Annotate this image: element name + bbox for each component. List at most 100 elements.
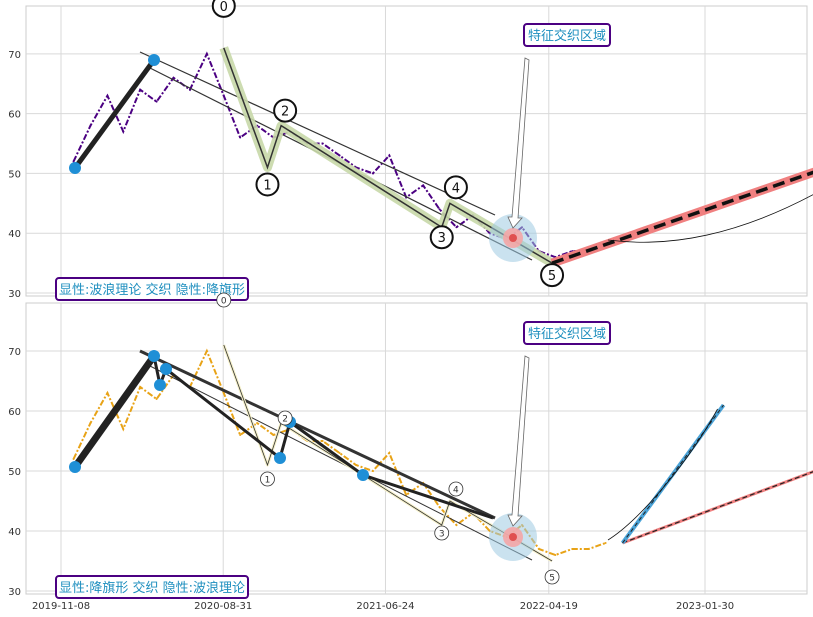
projection-line [622,471,813,544]
price-point [422,184,425,187]
price-point [554,554,557,556]
wave-label: 0 [221,297,227,307]
projection-line [551,170,813,265]
price-point [139,88,142,91]
price-point [272,434,275,436]
intersection-zone-core [509,533,517,541]
price-point [139,386,142,388]
price-point [321,440,324,442]
price-point [72,160,75,163]
y-tick-label: 70 [8,347,21,358]
plot-frame [25,5,808,297]
price-point [106,94,109,97]
price-point [172,76,175,79]
price-point [388,154,391,157]
wave-label-circle [429,225,454,250]
price-point [205,52,208,55]
flag-point-dot [357,469,369,481]
y-tick-label: 60 [8,110,21,121]
price-point [239,136,242,139]
channel-upper-line [139,349,496,520]
y-tick-label: 50 [8,467,21,478]
x-tick-label: 2022-04-19 [520,601,578,612]
intersection-zone-core [509,234,517,242]
wave-label-circle [544,569,560,585]
caption-box [55,277,249,301]
price-point [604,542,607,544]
annotation-text: 特征交织区域 [528,28,606,44]
y-tick-label: 60 [8,407,21,418]
wave-label: 5 [549,574,555,584]
flag-point-dot [148,350,160,362]
flagpole-start-dot [69,162,81,174]
flagpole-line [72,353,157,470]
price-point [587,548,590,550]
annotation-box [523,321,611,345]
price-point [72,458,75,460]
wave-label-circle [277,410,293,426]
flagpole-line [72,58,157,170]
price-point [455,226,458,229]
price-point [89,422,92,424]
caption-text: 显性:波浪理论 交织 隐性:降旗形 [59,282,245,298]
wave-label: 3 [438,231,446,246]
flagpole-end-dot [148,54,160,66]
price-point [188,88,191,91]
wave-label-circle [443,175,468,200]
price-point [455,524,458,526]
wave-label: 4 [452,181,460,196]
x-tick-label: 2019-11-08 [32,601,90,612]
price-point [537,548,540,550]
y-tick-label: 70 [8,50,21,61]
wave-label: 1 [265,476,271,486]
flag-point-dot [69,461,81,473]
flag-point-dot [160,363,172,375]
annotation-arrow [507,57,530,229]
x-tick-label: 2020-08-31 [194,601,252,612]
wave-label: 5 [548,269,556,284]
price-point [256,422,259,424]
price-point [438,208,441,211]
price-point [338,154,341,157]
wave-label-circle [211,0,236,18]
y-tick-label: 40 [8,229,21,240]
y-tick-label: 40 [8,527,21,538]
price-point [222,94,225,97]
wave-label-circle [448,481,464,497]
bottom-panel: 30 40 50 60 70 0 1 2 3 4 5 2019-11-08 2020-08-31 2021… [8,292,813,612]
price-point [155,100,158,103]
wave-label-circle [273,98,298,123]
price-point [222,392,225,394]
x-tick-label: 2023-01-30 [676,601,734,612]
annotation-text: 特征交织区域 [528,326,606,342]
wave-label-circle [540,263,565,288]
price-point [388,452,391,454]
price-point [155,398,158,400]
channel-upper-line [139,51,496,216]
price-point [371,172,374,175]
price-point [89,124,92,127]
y-tick-label: 30 [8,289,21,300]
price-point [338,452,341,454]
flag-point-dot [274,452,286,464]
price-point [354,464,357,466]
projection-arc [607,408,718,541]
wave-line [223,47,553,264]
price-point [239,434,242,436]
x-tick-label: 2021-06-24 [356,601,414,612]
projection-arc [607,194,813,243]
price-point [321,142,324,145]
caption-text: 显性:降旗形 交织 隐性:波浪理论 [59,580,245,596]
y-tick-label: 50 [8,169,21,180]
annotation-arrow [507,355,530,527]
price-point [205,350,208,352]
wave-label: 4 [453,486,459,496]
wave-label-circle [434,525,450,541]
wave-label: 1 [263,178,271,193]
wave-label: 2 [282,415,288,425]
y-tick-label: 30 [8,587,21,598]
price-point [106,392,109,394]
annotation-box [523,23,611,47]
